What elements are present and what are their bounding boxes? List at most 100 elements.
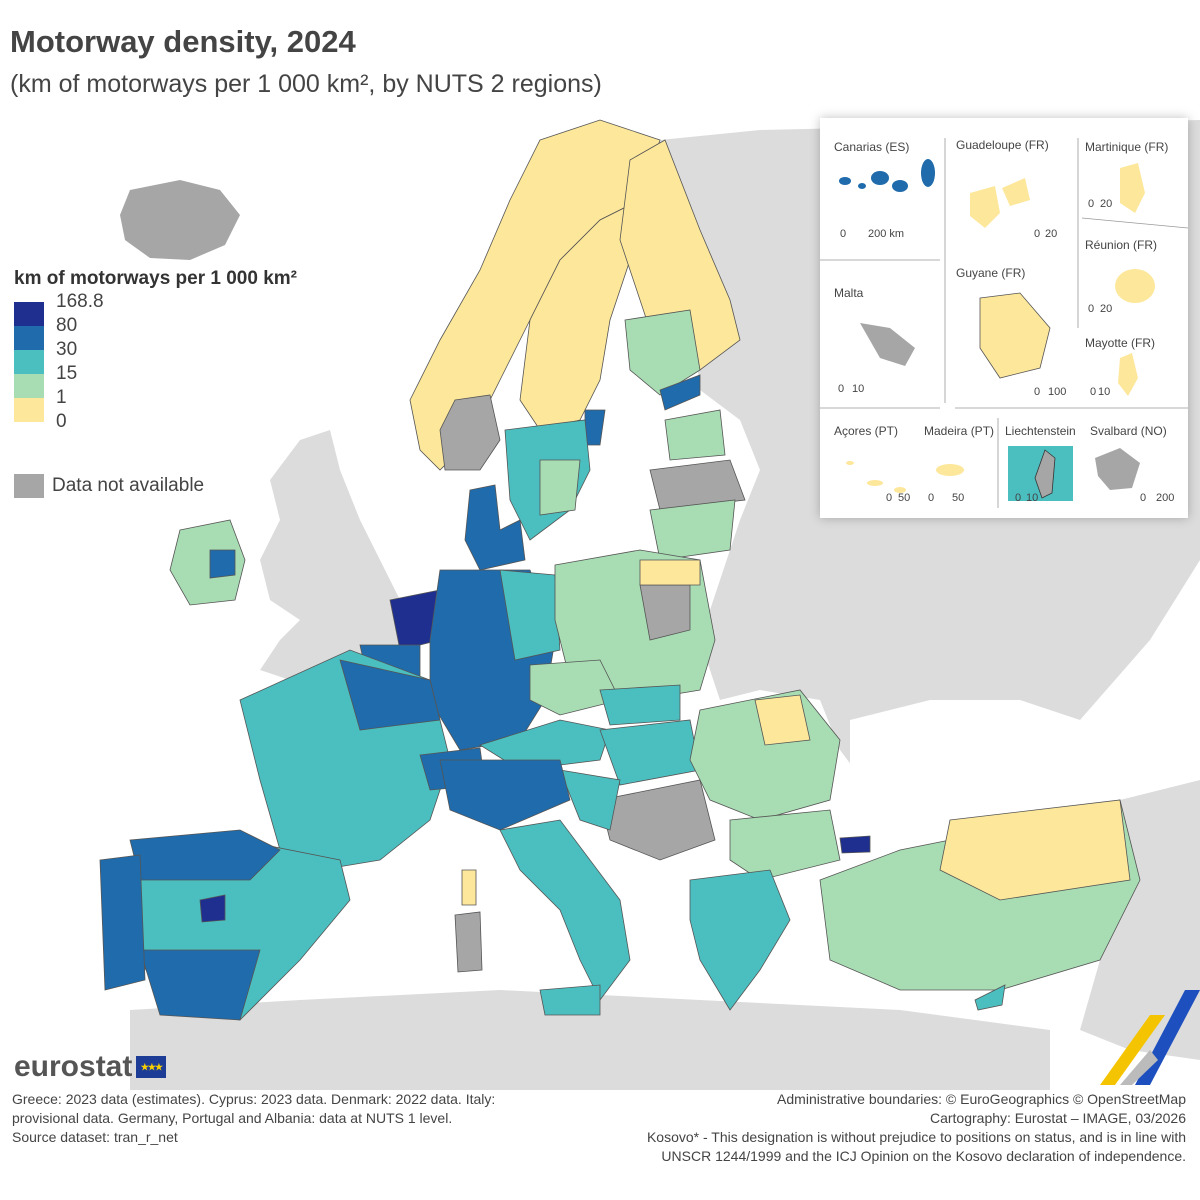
inset-label-martinique: Martinique (FR) — [1085, 140, 1169, 154]
region-romania-yellow — [754, 694, 811, 746]
region-poland-yellow — [639, 559, 701, 586]
legend-scale: 168.8 80 30 15 1 0 Data not available — [14, 292, 297, 498]
scale-max: 200 — [1156, 492, 1175, 504]
disclaimer-line: UNSCR 1244/1999 and the ICJ Opinion on t… — [661, 1148, 1186, 1164]
source-line: Source dataset: tran_r_net — [12, 1129, 178, 1145]
inset-label-liechtenstein: Liechtenstein — [1005, 424, 1076, 438]
region-spain-south — [139, 949, 261, 1021]
disclaimer-line: Kosovo* - This designation is without pr… — [646, 1129, 1186, 1145]
scale-zero: 0 — [1034, 386, 1041, 398]
land-black-sea — [850, 700, 1100, 800]
eurostat-logo: eurostat ★★★ — [14, 1050, 167, 1084]
region-corsica — [461, 869, 477, 906]
land-africa — [130, 990, 1050, 1090]
inset-label-canarias: Canarias (ES) — [834, 140, 910, 154]
scale-zero: 0 — [928, 492, 935, 504]
region-sicily — [539, 984, 601, 1016]
region-denmark — [464, 484, 526, 571]
scale-zero: 0 — [1088, 198, 1095, 210]
eu-flag-icon: ★★★ — [136, 1056, 167, 1078]
credits-line: Administrative boundaries: © EuroGeograp… — [777, 1091, 1186, 1107]
region-madrid — [199, 894, 226, 923]
scale-max: 200 km — [868, 228, 905, 240]
region-cyprus — [974, 984, 1006, 1011]
region-sweden-smaland — [539, 459, 581, 516]
region-norway-na — [439, 394, 501, 471]
region-czechia — [529, 659, 621, 716]
legend-swatch-class-3 — [14, 350, 44, 374]
scale-zero: 0 — [838, 383, 845, 395]
scale-max: 10 — [1026, 492, 1039, 504]
legend-swatch-class-1 — [14, 302, 44, 326]
credits-line: Cartography: Eurostat – IMAGE, 03/2026 — [929, 1110, 1186, 1126]
scale-max: 10 — [1098, 386, 1111, 398]
region-estonia — [664, 409, 726, 461]
region-latvia — [649, 459, 746, 511]
scale-max: 50 — [898, 492, 911, 504]
legend-swatch-class-5 — [14, 398, 44, 422]
scale-zero: 0 — [886, 492, 893, 504]
page-title: Motorway density, 2024 — [10, 24, 356, 59]
brand-swoosh-icon — [1100, 990, 1200, 1085]
legend-na-label: Data not available — [52, 475, 205, 496]
inset-label-malta: Malta — [834, 286, 864, 300]
region-finland-south — [659, 374, 701, 411]
legend-na-row: Data not available — [14, 474, 204, 498]
map-legend: km of motorways per 1 000 km² 168.8 80 3… — [14, 268, 297, 498]
region-sardinia — [454, 911, 483, 973]
land-uk — [260, 430, 410, 680]
footnote-line: provisional data. Germany, Portugal and … — [12, 1110, 453, 1126]
region-lithuania — [649, 499, 736, 561]
legend-tick-label: 1 — [56, 387, 67, 408]
legend-na-swatch — [14, 474, 44, 498]
scale-zero: 0 — [1088, 303, 1095, 315]
region-croatia — [559, 769, 621, 831]
inset-label-guyane: Guyane (FR) — [956, 266, 1026, 280]
region-portugal — [99, 854, 146, 991]
region-bulgaria — [729, 809, 841, 881]
scale-max: 20 — [1100, 198, 1113, 210]
region-greece — [689, 869, 791, 1011]
legend-swatch-class-2 — [14, 326, 44, 350]
region-germany-east — [499, 569, 561, 661]
land-iceland — [120, 180, 240, 260]
legend-tick-label: 30 — [56, 339, 78, 360]
footnotes-left: Greece: 2023 data (estimates). Cyprus: 2… — [12, 1090, 612, 1147]
scale-max: 10 — [852, 383, 865, 395]
inset-label-mayotte: Mayotte (FR) — [1085, 336, 1156, 350]
page-subtitle: (km of motorways per 1 000 km², by NUTS … — [10, 70, 602, 98]
region-ireland — [169, 519, 246, 606]
footnotes-right: Administrative boundaries: © EuroGeograp… — [536, 1090, 1186, 1166]
scale-max: 20 — [1100, 303, 1113, 315]
legend-tick-label: 168.8 — [56, 291, 104, 312]
region-balkans-na — [599, 779, 716, 861]
scale-max: 50 — [952, 492, 965, 504]
region-istanbul — [839, 835, 871, 854]
footnote-line: Greece: 2023 data (estimates). Cyprus: 2… — [12, 1091, 496, 1107]
region-sweden-stockholm — [584, 409, 606, 446]
scale-zero: 0 — [1140, 492, 1147, 504]
inset-shapes — [820, 138, 1188, 508]
region-hungary — [599, 719, 701, 786]
inset-label-guadeloupe: Guadeloupe (FR) — [956, 138, 1049, 152]
scale-zero: 0 — [840, 228, 847, 240]
region-finland-north — [619, 139, 741, 371]
legend-tick-label: 80 — [56, 315, 78, 336]
region-turkey-yellow — [939, 799, 1131, 901]
scale-zero: 0 — [1090, 386, 1097, 398]
inset-panel: Canarias (ES) Guadeloupe (FR) Martinique… — [820, 118, 1188, 518]
inset-label-acores: Açores (PT) — [834, 424, 899, 438]
legend-tick-label: 0 — [56, 411, 67, 432]
land-turkey-east — [1080, 780, 1200, 1060]
scale-max: 100 — [1048, 386, 1067, 398]
region-spain-north — [129, 829, 281, 881]
logo-text: eurostat — [14, 1050, 133, 1083]
region-slovakia — [599, 684, 681, 726]
region-italy — [499, 819, 631, 1001]
inset-label-reunion: Réunion (FR) — [1085, 238, 1158, 252]
inset-label-svalbard: Svalbard (NO) — [1090, 424, 1167, 438]
scale-zero: 0 — [1034, 228, 1041, 240]
scale-zero: 0 — [1015, 492, 1022, 504]
inset-label-madeira: Madeira (PT) — [924, 424, 995, 438]
legend-swatch-class-4 — [14, 374, 44, 398]
